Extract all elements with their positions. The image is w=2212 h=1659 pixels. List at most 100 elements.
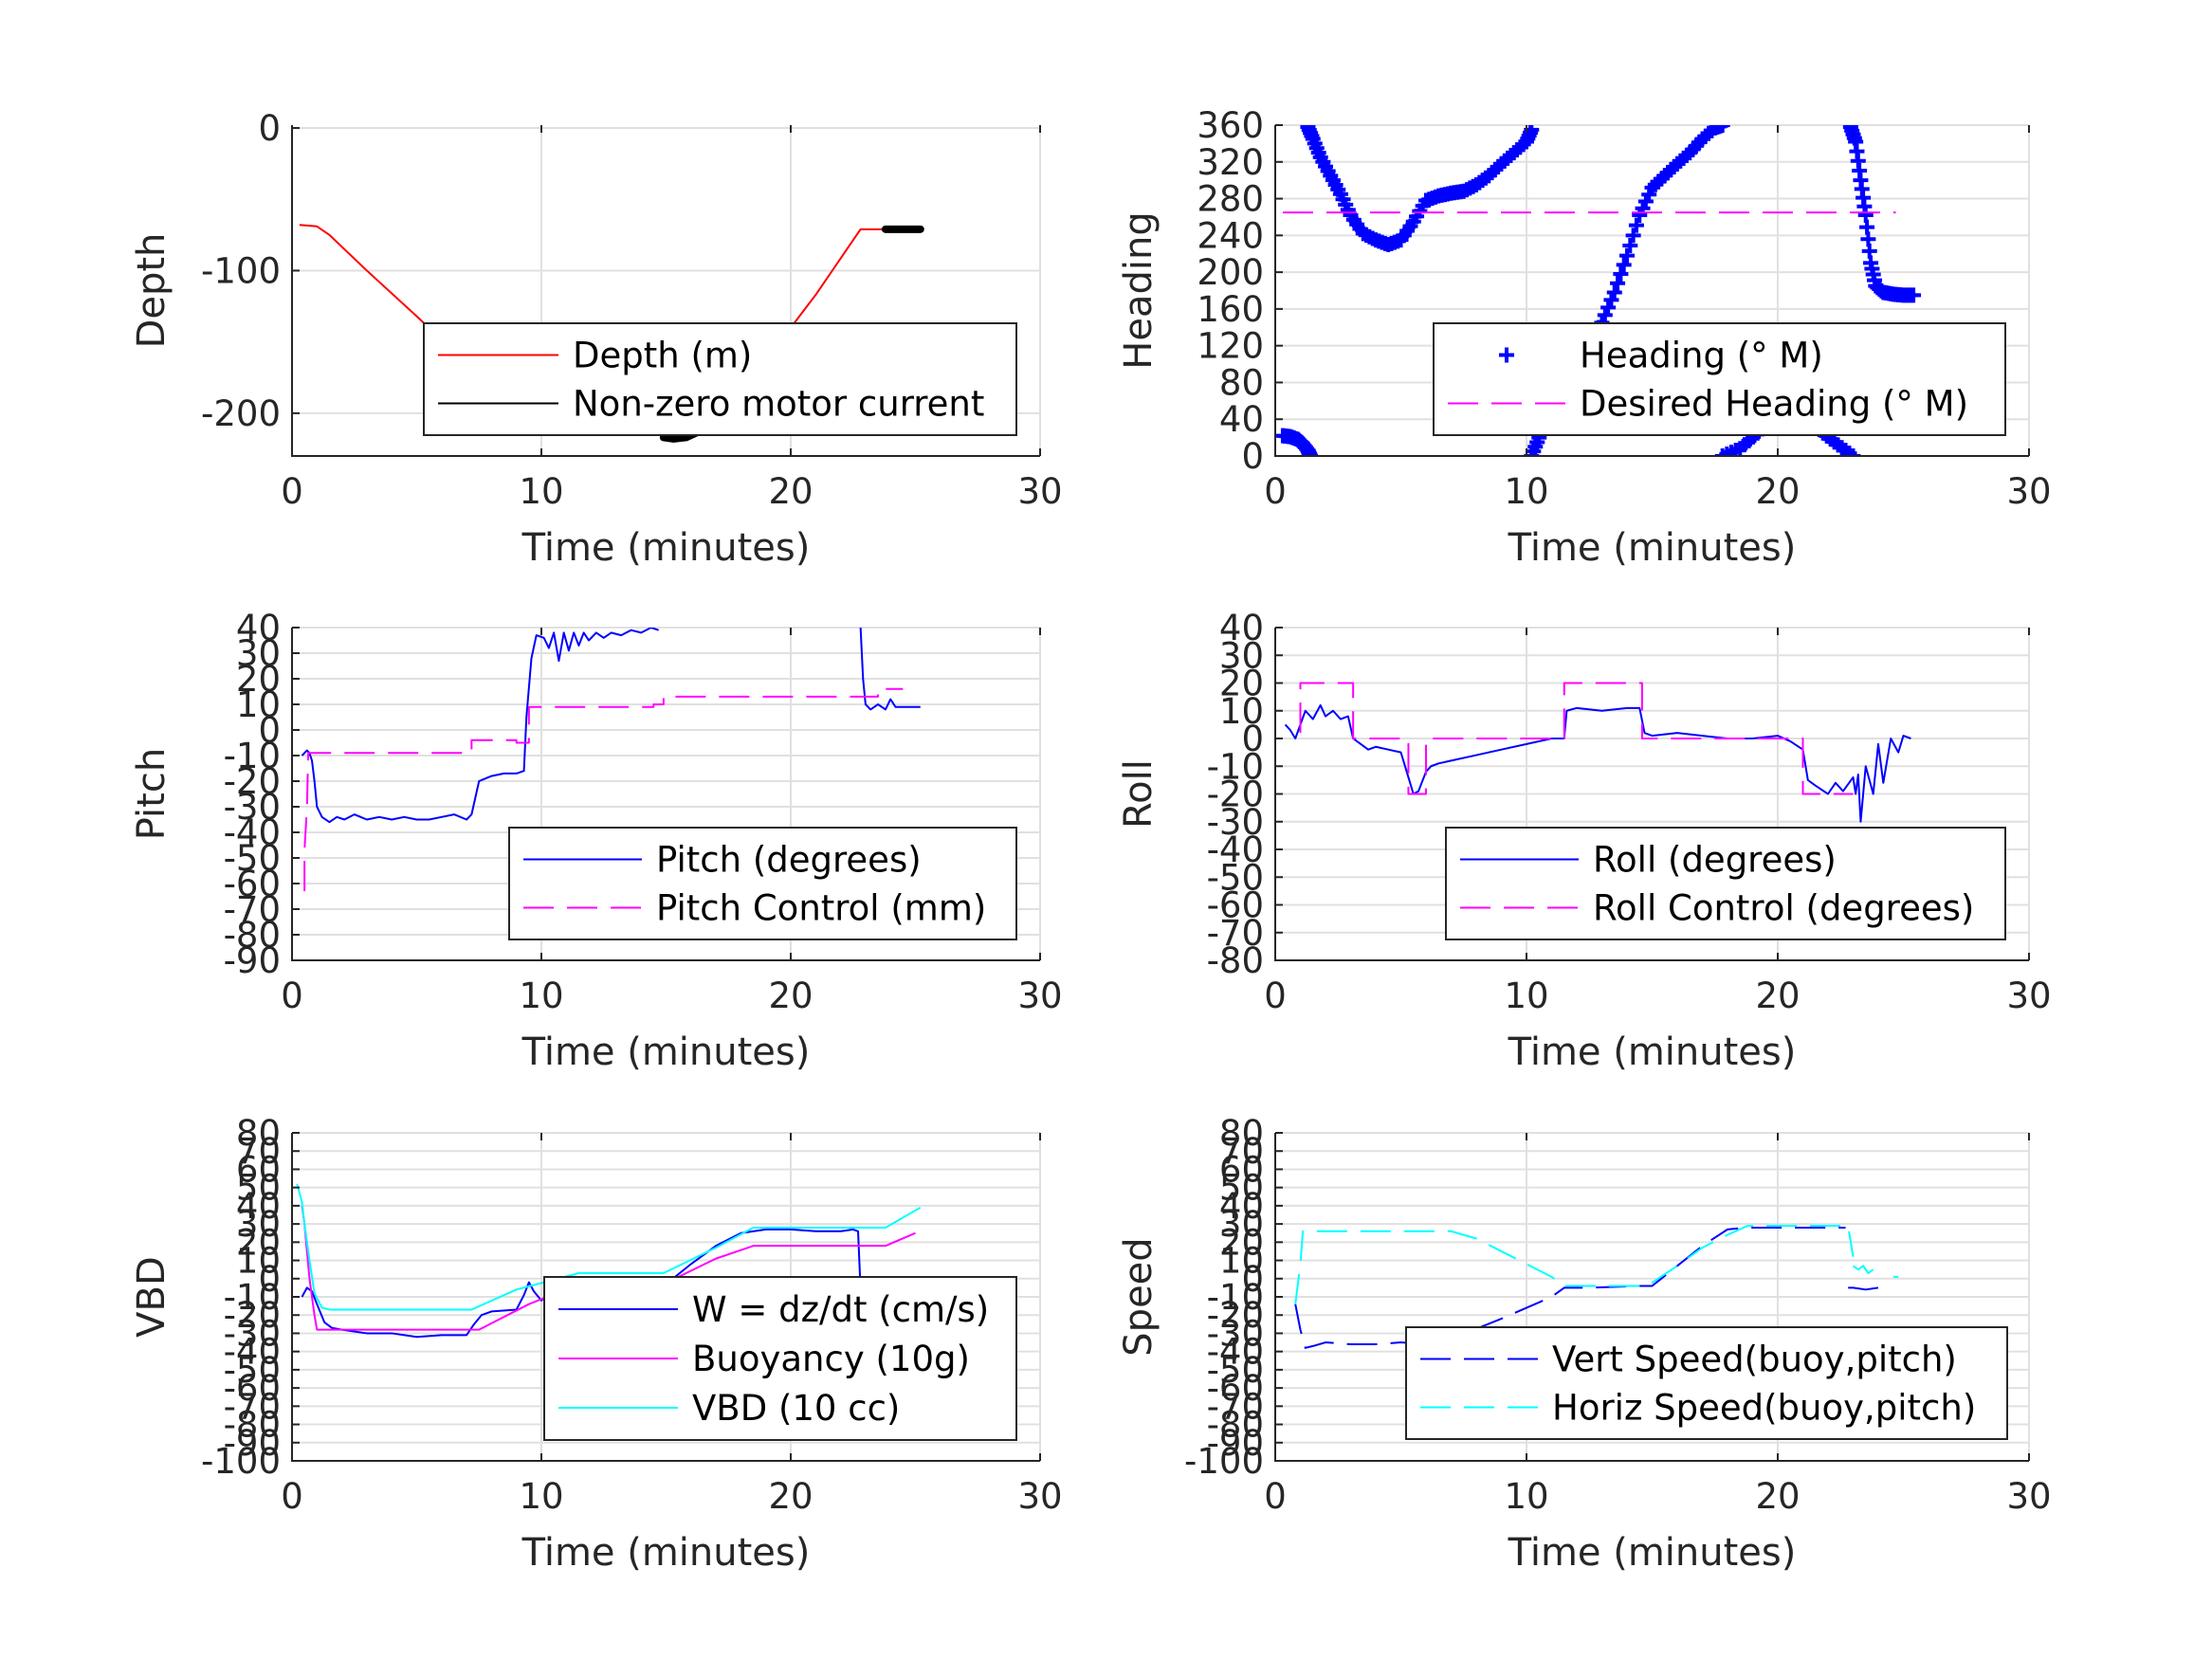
y-tick-label: -50: [224, 1350, 281, 1391]
y-tick-label: 80: [236, 1113, 281, 1154]
series-line-2: [1852, 1265, 1874, 1275]
y-tick-label: -100: [201, 1441, 281, 1482]
legend-marker: [1499, 347, 1514, 363]
y-tick-label: 40: [1219, 1186, 1264, 1227]
data-point: [1852, 162, 1868, 178]
y-tick-label: -10: [1207, 746, 1264, 787]
x-tick-label: 30: [1017, 975, 1062, 1016]
y-axis-label: Speed: [1117, 1237, 1161, 1356]
y-tick-label: 40: [1219, 608, 1264, 648]
data-point: [1603, 292, 1619, 308]
x-tick-label: 10: [519, 975, 563, 1016]
y-tick-label: 80: [1219, 362, 1264, 403]
y-tick-label: -30: [224, 1313, 281, 1354]
legend-label: Non-zero motor current: [573, 384, 984, 425]
data-point: [1625, 228, 1641, 244]
y-tick-label: -20: [224, 1295, 281, 1336]
y-axis-label: VBD: [130, 1256, 174, 1338]
data-point: [1512, 139, 1528, 155]
legend-label: W = dz/dt (cm/s): [692, 1289, 989, 1330]
series-line-1: [301, 628, 659, 824]
data-point: [1861, 243, 1877, 259]
y-tick-label: 60: [236, 1149, 281, 1190]
legend-label: Pitch (degrees): [656, 840, 922, 881]
panel-1: 0 10 20 30 0 -100 -200 Time (minutes) Depth Depth…: [130, 108, 1063, 570]
x-tick-label: 30: [2006, 975, 2051, 1016]
legend: Vert Speed(buoy,pitch) Horiz Speed(buoy,p…: [1405, 1326, 2008, 1440]
data-point: [1616, 257, 1632, 273]
x-tick-label: 30: [2006, 1476, 2051, 1517]
x-axis-label: Time (minutes): [1508, 1030, 1797, 1074]
y-tick-label: -10: [224, 736, 281, 776]
y-tick-label: 10: [1219, 1241, 1264, 1282]
y-tick-label: -50: [1207, 857, 1264, 898]
legend-label: Desired Heading (° M): [1580, 384, 1968, 425]
y-tick-label: 30: [236, 1204, 281, 1245]
panel-3: 0 10 20 30-90-80-70-60-50-40-30-20-10010203…: [130, 608, 1063, 1074]
y-tick-label: 50: [1219, 1168, 1264, 1209]
x-tick-label: 0: [281, 975, 303, 1016]
legend: W = dz/dt (cm/s) Buoyancy (10g) VBD (10 cc…: [543, 1276, 1017, 1441]
x-tick-label: 30: [1017, 1476, 1062, 1517]
x-tick-label: 30: [2006, 471, 2051, 512]
y-tick-label: 30: [1219, 1204, 1264, 1245]
series-line-2: [1294, 1225, 1855, 1304]
x-tick-label: 10: [1504, 1476, 1548, 1517]
data-point: [1613, 266, 1629, 283]
panel-4: 0 10 20 30-80-70-60-50-40-30-20-10010203040…: [1117, 608, 2052, 1074]
y-tick-label: 10: [1219, 691, 1264, 732]
x-tick-label: 10: [1504, 975, 1548, 1016]
x-tick-label: 0: [1264, 471, 1287, 512]
y-tick-label: -90: [224, 1423, 281, 1464]
series-line-2: [303, 687, 904, 892]
y-tick-label: 40: [236, 608, 281, 648]
y-tick-label: 360: [1197, 105, 1264, 146]
data-point: [1867, 272, 1883, 288]
y-tick-label: -30: [1207, 802, 1264, 843]
x-tick-label: 0: [281, 1476, 303, 1517]
y-axis-label: Depth: [130, 233, 174, 349]
y-tick-label: 70: [1219, 1131, 1264, 1172]
y-tick-label: -100: [201, 250, 281, 291]
y-tick-label: 240: [1197, 215, 1264, 256]
y-tick-label: 30: [236, 633, 281, 674]
legend-label: Roll Control (degrees): [1593, 888, 1974, 929]
panel-5: 0 10 20 30-100-90-80-70-60-50-40-30-20-1001…: [130, 1113, 1063, 1575]
data-point: [1712, 125, 1728, 134]
x-axis-label: Time (minutes): [521, 526, 811, 570]
x-tick-label: 20: [768, 471, 813, 512]
x-tick-label: 0: [1264, 1476, 1287, 1517]
y-tick-label: 200: [1197, 252, 1264, 293]
y-tick-label: -60: [1207, 885, 1264, 926]
y-tick-label: 0: [1241, 436, 1264, 477]
y-tick-label: -80: [1207, 1405, 1264, 1446]
y-tick-label: 40: [236, 1186, 281, 1227]
data-point: [1487, 162, 1503, 178]
data-point: [1500, 150, 1516, 166]
y-tick-label: 30: [1219, 635, 1264, 676]
series-line-1: [859, 628, 921, 711]
y-axis-label: Pitch: [130, 748, 174, 840]
plot-area: [1284, 682, 1911, 823]
series-line-3: [296, 1183, 922, 1311]
data-point: [1903, 287, 1919, 303]
data-point: [1304, 128, 1320, 144]
y-tick-label: -200: [201, 393, 281, 434]
x-tick-label: 30: [1017, 471, 1062, 512]
legend-box: [1445, 827, 2006, 940]
y-tick-label: -60: [1207, 1368, 1264, 1409]
x-tick-label: 0: [281, 471, 303, 512]
data-point: [1675, 150, 1691, 166]
y-tick-label: 50: [236, 1168, 281, 1209]
y-tick-label: -60: [224, 864, 281, 904]
x-tick-label: 20: [768, 975, 813, 1016]
data-point: [1619, 247, 1635, 264]
data-point: [1663, 162, 1679, 178]
y-tick-label: -50: [224, 838, 281, 879]
data-point: [1600, 300, 1617, 316]
y-tick-label: 20: [1219, 664, 1264, 704]
y-tick-label: -70: [1207, 913, 1264, 954]
x-axis-label: Time (minutes): [1508, 526, 1797, 570]
data-point: [1474, 173, 1490, 189]
data-point: [1841, 446, 1857, 456]
